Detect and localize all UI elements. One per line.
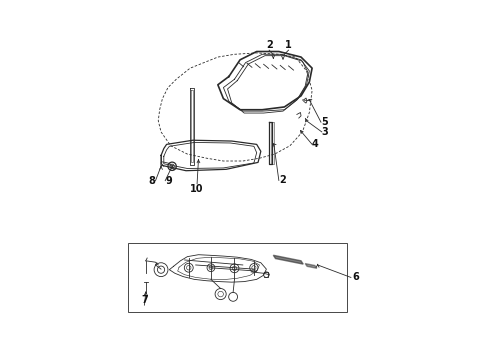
Text: 9: 9 xyxy=(165,176,172,186)
Text: 2: 2 xyxy=(266,40,272,50)
Bar xyxy=(128,243,347,312)
Polygon shape xyxy=(273,255,303,264)
Text: 3: 3 xyxy=(322,127,329,137)
Text: 8: 8 xyxy=(148,176,155,186)
Text: 2: 2 xyxy=(279,175,286,185)
Text: 1: 1 xyxy=(285,40,292,50)
Text: 6: 6 xyxy=(352,273,359,283)
Text: 10: 10 xyxy=(190,184,204,194)
Text: 7: 7 xyxy=(141,295,148,305)
Text: 4: 4 xyxy=(312,139,319,149)
Polygon shape xyxy=(305,264,317,268)
Text: 5: 5 xyxy=(321,117,328,127)
